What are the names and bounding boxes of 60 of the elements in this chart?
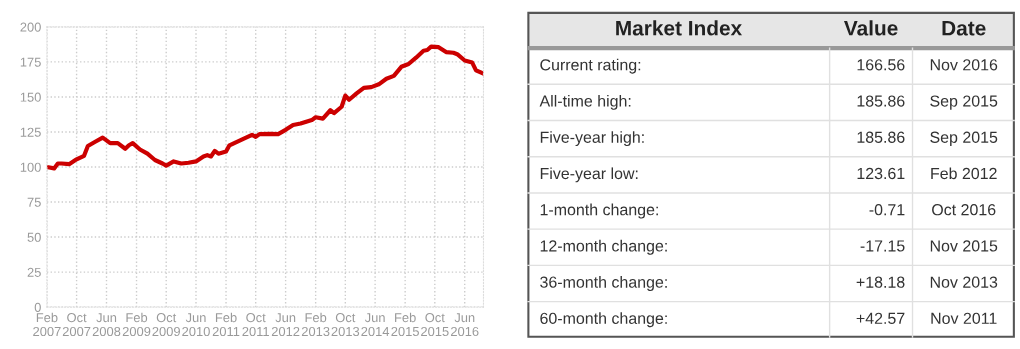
text: : xyxy=(628,98,631,107)
text: : xyxy=(665,315,667,324)
text: : xyxy=(665,242,667,252)
text: Market Index xyxy=(616,20,743,36)
text: Oct 2016 xyxy=(932,204,996,216)
x-tick-label: Jun 2010 xyxy=(182,313,210,337)
x-tick-label: Oct 2009 xyxy=(152,313,180,337)
y-tick-label: 75 xyxy=(27,197,41,207)
x-tick-label: Oct 2007 xyxy=(62,313,91,337)
category-label: 12-month change xyxy=(540,239,664,255)
text: : xyxy=(638,61,641,71)
text: Date xyxy=(942,21,986,36)
text: -17.15 xyxy=(860,240,905,252)
x-tick-label: Oct 2013 xyxy=(331,313,360,337)
x-tick-label: Feb 2013 xyxy=(301,312,330,337)
category-label: Five-year high xyxy=(540,131,640,147)
text: -0.71 xyxy=(869,204,905,216)
category-label: All-time high xyxy=(539,94,627,110)
y-tick-label: 0 xyxy=(34,302,41,312)
text: 185.86 xyxy=(857,95,905,107)
x-tick-label: Feb 2015 xyxy=(391,312,419,337)
category-label: Five-year low xyxy=(540,167,635,183)
line-series xyxy=(46,44,484,171)
x-tick-label: Jun 2012 xyxy=(271,313,300,337)
text: Sep 2015 xyxy=(930,131,998,147)
text: 166.56 xyxy=(857,59,905,71)
y-tick-label: 125 xyxy=(20,127,41,137)
category-label: 60-month change xyxy=(540,312,664,328)
y-tick-label: 25 xyxy=(27,267,41,277)
x-tick-label: Oct 2011 xyxy=(242,313,269,337)
category-label: Current rating xyxy=(540,58,637,74)
y-tick-label: 150 xyxy=(20,92,41,102)
text: +18.18 xyxy=(856,276,905,288)
y-tick-label: 200 xyxy=(20,22,41,32)
x-tick-label: Jun 2016 xyxy=(451,313,479,337)
x-tick-label: Oct 2015 xyxy=(421,313,449,337)
text: Nov 2015 xyxy=(930,240,998,252)
text: +42.57 xyxy=(856,312,905,325)
text: Nov 2013 xyxy=(930,276,998,288)
category-label: 1-month change xyxy=(540,203,655,219)
text: 123.61 xyxy=(857,167,905,180)
x-tick-label: Feb 2011 xyxy=(212,312,240,337)
text: Nov 2016 xyxy=(930,59,998,71)
x-tick-label: Feb 2009 xyxy=(122,312,151,337)
y-tick-label: 175 xyxy=(20,57,41,67)
y-tick-label: 100 xyxy=(20,162,41,172)
text: Value xyxy=(844,20,898,36)
text: : xyxy=(642,134,644,143)
text: : xyxy=(635,170,638,179)
x-tick-label: Feb 2007 xyxy=(33,312,61,337)
text: : xyxy=(665,279,667,288)
text: Feb 2012 xyxy=(931,167,997,180)
text: Sep 2015 xyxy=(930,95,998,110)
x-tick-label: Jun 2008 xyxy=(92,313,121,337)
y-tick-label: 50 xyxy=(27,232,41,242)
x-tick-label: Jun 2014 xyxy=(361,313,390,337)
text: 185.86 xyxy=(857,131,905,143)
text: Nov 2011 xyxy=(931,312,997,325)
text: : xyxy=(656,206,658,216)
category-label: 36-month change xyxy=(540,276,664,291)
